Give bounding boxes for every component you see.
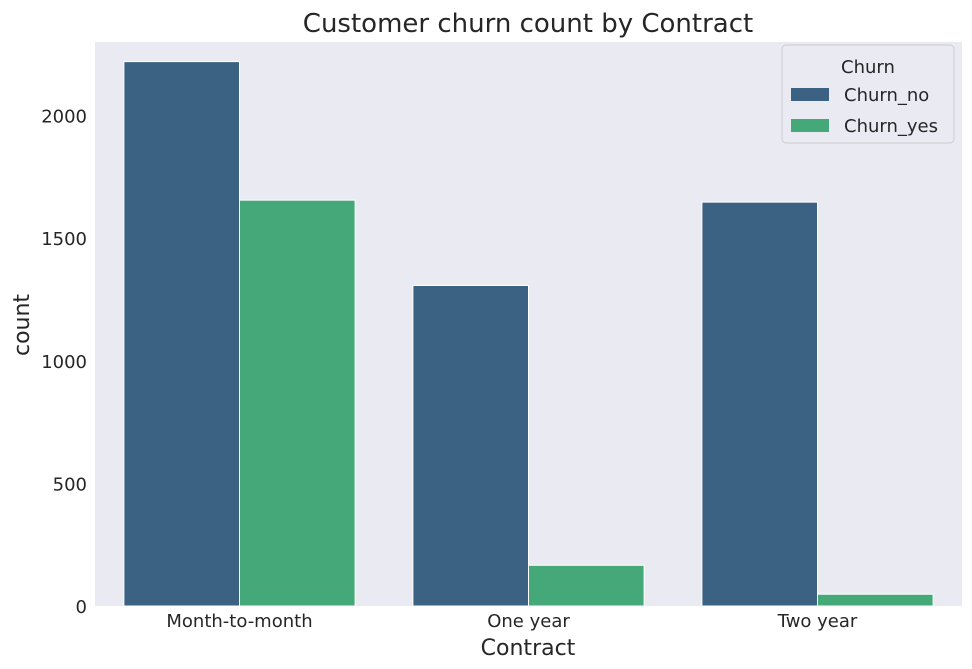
y-tick-label: 2000 — [41, 107, 87, 128]
y-ticks: 0 500 1000 1500 2000 — [41, 107, 87, 618]
bar-churn-yes-2 — [817, 593, 934, 607]
legend-label-churn-no: Churn_no — [844, 85, 929, 106]
chart-title: Customer churn count by Contract — [303, 9, 753, 39]
y-tick-label: 500 — [53, 474, 87, 495]
bar-churn-no-0 — [123, 61, 240, 607]
legend-swatch-churn-no — [791, 88, 829, 101]
y-axis-label: count — [10, 294, 35, 356]
bar-churn-yes-1 — [528, 564, 645, 607]
y-tick-label: 1500 — [41, 229, 87, 250]
legend-title: Churn — [841, 57, 895, 78]
x-tick-label: One year — [487, 611, 570, 632]
bar-churn-no-2 — [701, 201, 819, 607]
x-tick-label: Two year — [777, 611, 858, 632]
x-ticks: Month-to-month One year Two year — [166, 611, 858, 632]
y-tick-label: 0 — [76, 597, 87, 618]
bar-churn-yes-0 — [239, 199, 356, 607]
x-tick-label: Month-to-month — [166, 611, 312, 632]
x-axis-label: Contract — [481, 636, 576, 661]
y-tick-label: 1000 — [41, 352, 87, 373]
legend-label-churn-yes: Churn_yes — [844, 116, 938, 137]
bar-churn-no-1 — [412, 285, 529, 607]
legend: Churn Churn_no Churn_yes — [781, 44, 955, 144]
bars-group — [123, 61, 934, 607]
legend-swatch-churn-yes — [791, 119, 829, 132]
legend-box — [781, 44, 955, 144]
